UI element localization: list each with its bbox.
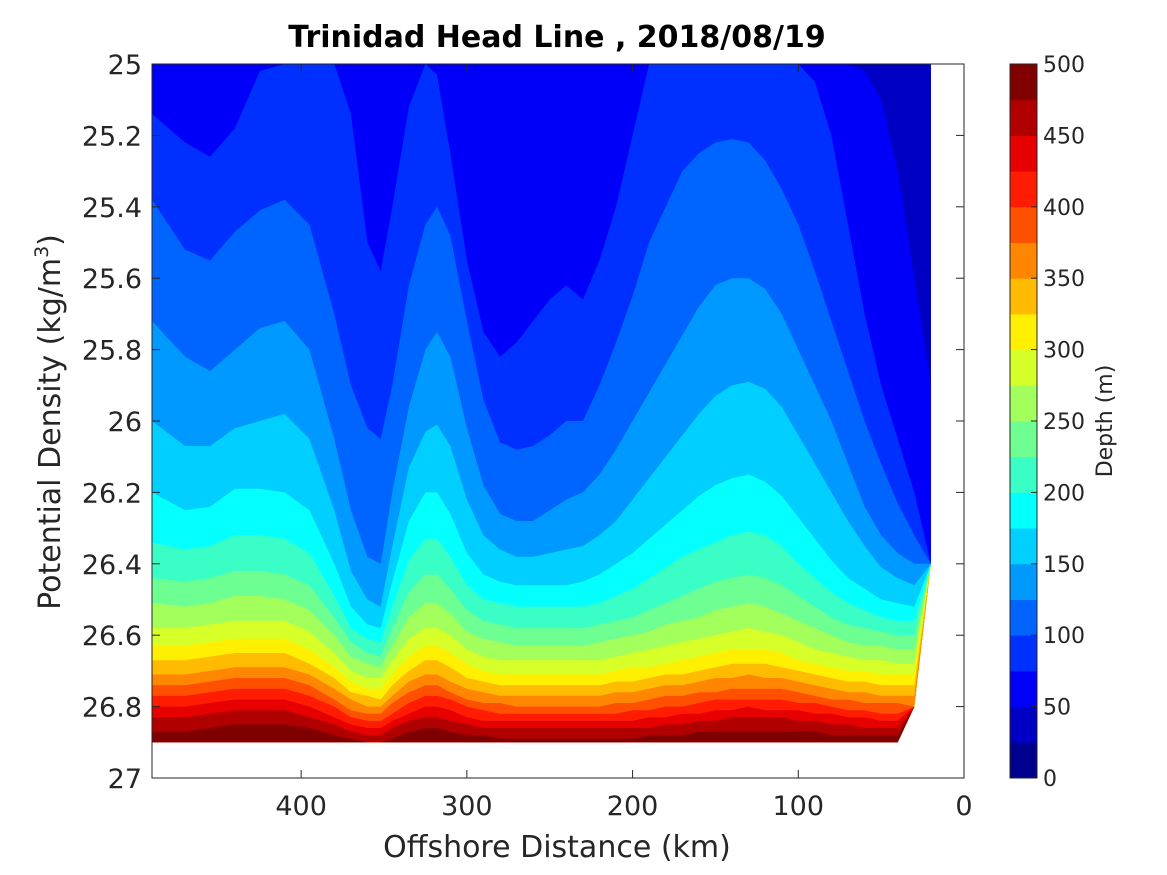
x-axis-ticks: 400 300 200 100 0 bbox=[275, 64, 973, 822]
y-axis-ticks: 25 25.2 25.4 25.6 25.8 26 26.2 26.4 26.6 26.8 27 bbox=[82, 50, 964, 795]
x-tick-label: 300 bbox=[441, 791, 493, 822]
y-tick-label: 26.6 bbox=[82, 621, 142, 652]
y-axis-label-close: ) bbox=[33, 234, 68, 246]
x-axis-label: Offshore Distance (km) bbox=[383, 830, 731, 865]
colorbar-tick-label: 200 bbox=[1043, 481, 1085, 506]
colorbar-segment bbox=[1010, 742, 1037, 779]
y-tick-label: 25.2 bbox=[82, 121, 142, 152]
colorbar-segment bbox=[1010, 349, 1037, 386]
colorbar-segment bbox=[1010, 421, 1037, 458]
y-tick-label: 25.4 bbox=[82, 193, 142, 224]
y-tick-label: 27 bbox=[108, 764, 142, 795]
colorbar-tick-label: 300 bbox=[1043, 339, 1085, 364]
colorbar-segment bbox=[1010, 563, 1037, 600]
x-tick-label: 0 bbox=[955, 791, 972, 822]
y-axis-label-superscript: 3 bbox=[31, 246, 53, 258]
colorbar-tick-label: 150 bbox=[1043, 553, 1085, 578]
colorbar-segment bbox=[1010, 385, 1037, 422]
y-tick-label: 26.2 bbox=[82, 478, 142, 509]
colorbar-segment bbox=[1010, 171, 1037, 208]
colorbar-label: Depth (m) bbox=[1093, 365, 1118, 478]
colorbar-segment bbox=[1010, 706, 1037, 743]
colorbar-tick-label: 350 bbox=[1043, 267, 1085, 292]
colorbar-tick-label: 50 bbox=[1043, 696, 1071, 721]
colorbar-tick-label: 100 bbox=[1043, 624, 1085, 649]
colorbar-tick-label: 450 bbox=[1043, 124, 1085, 149]
colorbar-segment bbox=[1010, 99, 1037, 136]
x-tick-label: 100 bbox=[773, 791, 825, 822]
colorbar-segment bbox=[1010, 528, 1037, 565]
colorbar-segment bbox=[1010, 64, 1037, 101]
y-tick-label: 26 bbox=[108, 407, 142, 438]
colorbar-tick-label: 500 bbox=[1043, 53, 1085, 78]
colorbar-segments bbox=[1010, 64, 1037, 779]
y-tick-label: 26.4 bbox=[82, 550, 142, 581]
colorbar-segment bbox=[1010, 278, 1037, 315]
colorbar-tick-label: 0 bbox=[1043, 767, 1057, 792]
colorbar-segment bbox=[1010, 313, 1037, 351]
y-axis-label: Potential Density (kg/m3) bbox=[31, 234, 68, 610]
colorbar-tick-label: 250 bbox=[1043, 410, 1085, 435]
colorbar-segment bbox=[1010, 635, 1037, 672]
x-tick-label: 400 bbox=[275, 791, 327, 822]
plot-area: 400 300 200 100 0 25 25.2 25.4 25.6 25.8 26 26.2 26… bbox=[82, 50, 973, 822]
colorbar-segment bbox=[1010, 670, 1037, 708]
contour-bands bbox=[152, 64, 931, 743]
colorbar-segment bbox=[1010, 456, 1037, 493]
x-tick-label: 200 bbox=[607, 791, 659, 822]
colorbar-tick-label: 400 bbox=[1043, 196, 1085, 221]
contour-band-375-400m bbox=[152, 563, 931, 743]
contour-band-450-475m bbox=[152, 563, 931, 743]
chart-title: Trinidad Head Line , 2018/08/19 bbox=[288, 20, 825, 55]
colorbar-segment bbox=[1010, 242, 1037, 279]
colorbar-segment bbox=[1010, 492, 1037, 529]
colorbar-segment bbox=[1010, 135, 1037, 172]
y-tick-label: 25.8 bbox=[82, 336, 142, 367]
y-tick-label: 25 bbox=[108, 50, 142, 81]
colorbar-segment bbox=[1010, 599, 1037, 636]
y-tick-label: 26.8 bbox=[82, 693, 142, 724]
y-axis-label-main: Potential Density (kg/m bbox=[33, 258, 68, 610]
colorbar: 0 50 100 150 200 250 300 350 400 450 500 bbox=[1009, 53, 1085, 792]
y-tick-label: 25.6 bbox=[82, 264, 142, 295]
colorbar-segment bbox=[1010, 206, 1037, 243]
colorbar-ticks: 0 50 100 150 200 250 300 350 400 450 500 bbox=[1031, 53, 1085, 792]
